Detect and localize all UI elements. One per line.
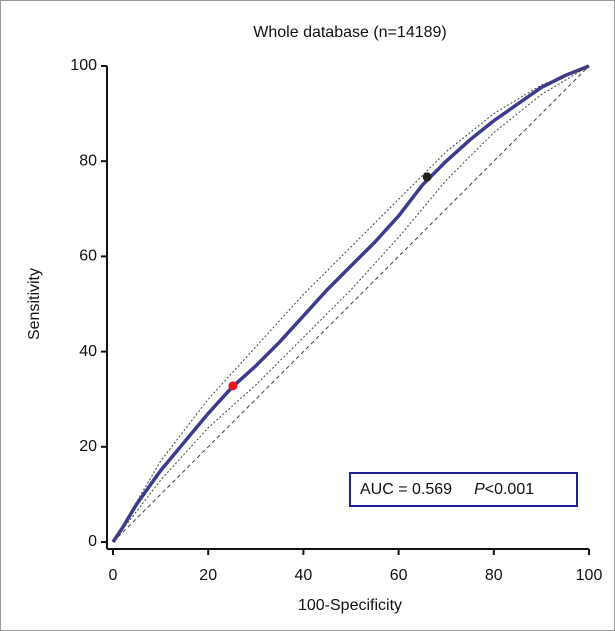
cut-point: [422, 172, 432, 182]
reference-line: [112, 65, 590, 543]
y-tick-label: 0: [88, 533, 97, 550]
x-tick-label: 0: [109, 567, 118, 584]
roc-curve: [111, 64, 590, 543]
y-tick-label: 60: [79, 248, 97, 265]
y-tick-label: 80: [79, 152, 97, 169]
x-tick-label: 80: [485, 567, 503, 584]
auc-text: AUC = 0.569: [360, 481, 452, 498]
x-axis-label: 100-Specificity: [298, 597, 402, 614]
annotation-box: [349, 472, 578, 507]
x-tick-label: 100: [576, 567, 603, 584]
reference-line: [112, 65, 590, 543]
x-tick-label: 40: [295, 567, 313, 584]
reference-line: [112, 65, 590, 543]
cut-point: [228, 381, 238, 391]
x-tick-label: 20: [199, 567, 217, 584]
annotation-text: AUC = 0.569 P<0.001: [360, 481, 534, 498]
y-tick-label: 20: [79, 438, 97, 455]
p-symbol: P: [474, 481, 485, 498]
chart-title: Whole database (n=14189): [253, 24, 446, 41]
y-tick-label: 40: [79, 343, 97, 360]
y-axis-label: Sensitivity: [26, 268, 43, 340]
y-tick-label: 100: [70, 57, 97, 74]
p-text: <0.001: [485, 481, 534, 498]
x-tick-label: 60: [390, 567, 408, 584]
